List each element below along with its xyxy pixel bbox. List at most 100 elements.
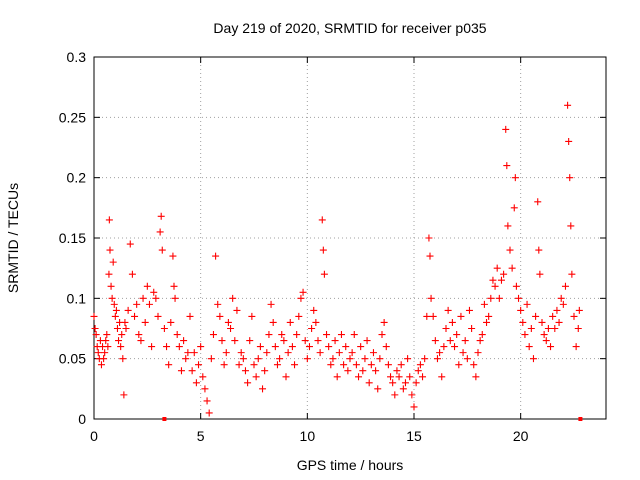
data-point xyxy=(444,306,452,314)
data-point xyxy=(350,331,358,339)
data-point xyxy=(376,355,384,363)
data-point xyxy=(555,318,563,326)
data-point xyxy=(222,349,230,357)
data-point xyxy=(551,325,559,332)
data-point xyxy=(263,349,271,357)
data-point xyxy=(378,331,386,339)
data-point xyxy=(568,270,576,278)
data-point xyxy=(565,137,573,145)
data-point xyxy=(320,270,328,278)
data-point xyxy=(491,282,499,290)
data-point xyxy=(483,318,491,326)
data-point xyxy=(440,343,448,351)
data-point xyxy=(224,318,232,326)
data-point xyxy=(465,306,473,314)
y-tick-label: 0.3 xyxy=(67,49,87,65)
data-point xyxy=(269,318,277,326)
data-point xyxy=(117,343,125,351)
data-point xyxy=(363,337,371,345)
data-point xyxy=(235,361,243,369)
zero-value-marker xyxy=(578,417,583,421)
data-point xyxy=(118,331,126,339)
data-point xyxy=(425,234,433,242)
data-point xyxy=(305,343,313,351)
data-point xyxy=(502,125,510,133)
y-axis-label: SRMTID / TECUs xyxy=(5,183,21,293)
data-point xyxy=(184,349,192,357)
data-point xyxy=(397,361,405,369)
data-point xyxy=(446,337,454,345)
data-point xyxy=(532,312,540,320)
data-point xyxy=(167,318,175,326)
data-point xyxy=(325,343,333,351)
data-point xyxy=(438,373,446,381)
data-points xyxy=(90,101,583,421)
data-point xyxy=(160,325,168,332)
data-point xyxy=(511,174,519,182)
data-point xyxy=(205,409,213,417)
data-point xyxy=(329,355,337,363)
data-point xyxy=(209,331,217,339)
x-axis-label: GPS time / hours xyxy=(297,457,404,473)
data-point xyxy=(523,300,531,308)
axis-ticks: 0 0.05 0.1 0.15 0.2 0.25 0.3 0 5 10 15 20 xyxy=(59,49,606,444)
data-point xyxy=(267,300,275,308)
data-point xyxy=(137,337,145,345)
data-point xyxy=(559,300,567,308)
data-point xyxy=(406,373,414,381)
data-point xyxy=(239,355,247,363)
data-point xyxy=(94,349,102,357)
data-point xyxy=(295,312,303,320)
y-tick-label: 0.05 xyxy=(59,351,86,367)
data-point xyxy=(575,306,583,314)
data-point xyxy=(310,306,318,314)
data-point xyxy=(503,162,511,170)
data-point xyxy=(301,337,309,345)
data-point xyxy=(538,318,546,326)
data-point xyxy=(312,318,320,326)
data-point xyxy=(286,318,294,326)
data-point xyxy=(173,331,181,339)
data-point xyxy=(288,343,296,351)
data-point xyxy=(570,312,578,320)
data-point xyxy=(273,361,281,369)
data-point xyxy=(180,337,188,345)
data-point xyxy=(476,337,484,345)
data-point xyxy=(512,282,520,290)
data-point xyxy=(357,343,365,351)
data-point xyxy=(171,294,179,302)
data-point xyxy=(410,403,418,411)
data-point xyxy=(100,355,108,363)
plot-area-frame xyxy=(93,56,607,420)
data-point xyxy=(105,270,113,278)
data-point xyxy=(384,361,392,369)
data-point xyxy=(333,373,341,381)
data-point xyxy=(426,252,434,260)
y-tick-label: 0.2 xyxy=(67,170,87,186)
data-point xyxy=(393,367,401,375)
data-point xyxy=(128,270,136,278)
data-point xyxy=(367,361,375,369)
data-point xyxy=(90,312,98,320)
data-point xyxy=(557,294,565,302)
data-point xyxy=(361,355,369,363)
data-point xyxy=(448,318,456,326)
data-point xyxy=(510,204,518,212)
data-point xyxy=(534,198,542,206)
data-point xyxy=(106,246,114,254)
data-point xyxy=(233,306,241,314)
data-point xyxy=(197,343,205,351)
data-point xyxy=(535,246,543,254)
data-point xyxy=(248,312,256,320)
data-point xyxy=(451,343,459,351)
data-point xyxy=(111,312,119,320)
data-point xyxy=(416,361,424,369)
data-point xyxy=(346,355,354,363)
data-point xyxy=(170,282,178,290)
data-point xyxy=(150,288,158,296)
data-point xyxy=(472,373,480,381)
data-point xyxy=(165,361,173,369)
data-point xyxy=(547,343,555,351)
data-point xyxy=(427,294,435,302)
data-point xyxy=(120,391,128,399)
